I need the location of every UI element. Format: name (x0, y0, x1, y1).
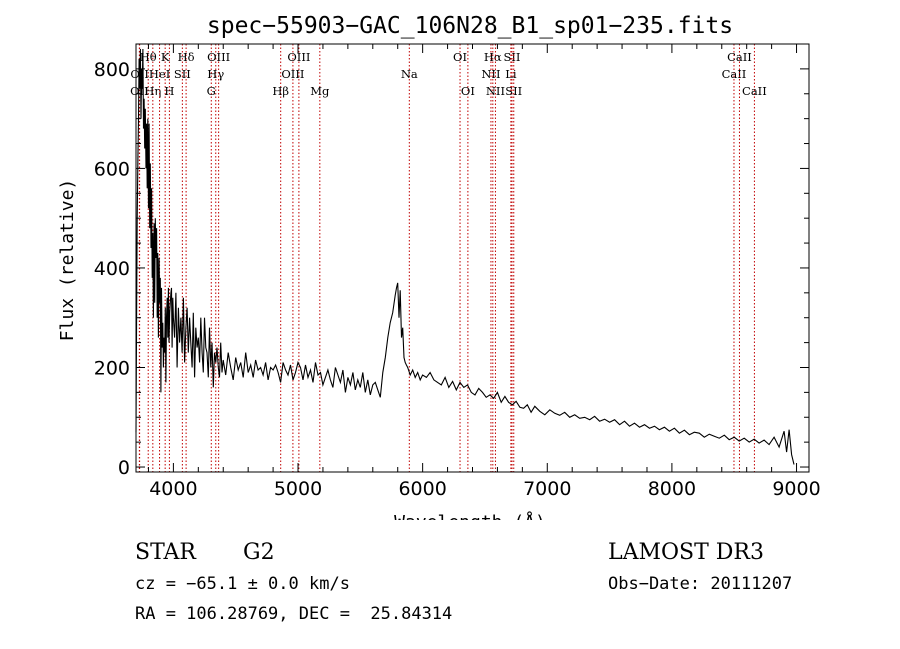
spectral-line-label: Hδ (178, 50, 195, 64)
y-tick-label: 0 (118, 457, 130, 479)
spectral-line-label: SII (174, 67, 191, 81)
spectral-line-label: CaII (722, 67, 747, 81)
spectral-line-label: CaII (727, 50, 752, 64)
spectral-line-label: K (161, 50, 170, 64)
spectral-line-label: Hη (144, 84, 161, 98)
spectral-line-label: SII (504, 50, 521, 64)
x-tick-label: 5000 (274, 478, 322, 500)
spectral-line-label: OI (453, 50, 467, 64)
spectral-line-label: Li (505, 67, 517, 81)
spectral-line-label: SII (505, 84, 522, 98)
chart-title: spec−55903−GAC_106N28_B1_sp01−235.fits (207, 13, 733, 39)
observation-date: Obs−Date: 20111207 (608, 574, 793, 594)
spectrum-chart: spec−55903−GAC_106N28_B1_sp01−235.fits W… (57, 13, 821, 520)
spectral-line-label: CaII (742, 84, 767, 98)
x-tick-label: 9000 (772, 478, 820, 500)
spectral-line-label: HeI (149, 67, 170, 81)
redshift-cz: cz = −65.1 ± 0.0 km/s (135, 574, 350, 594)
object-subclass: G2 (243, 540, 275, 565)
y-tick-label: 600 (94, 158, 130, 180)
spectral-line-label: OIII (287, 50, 310, 64)
spectral-line-label: Mg (310, 84, 330, 98)
y-tick-label: 400 (94, 258, 130, 280)
x-tick-label: 4000 (149, 478, 197, 500)
object-class: STAR (135, 540, 196, 565)
spectral-line-label: Hβ (272, 84, 289, 98)
survey-label: LAMOST DR3 (608, 540, 764, 565)
plot-frame (135, 43, 810, 473)
spectral-line-label: Na (401, 67, 418, 81)
y-tick-label: 200 (94, 357, 130, 379)
y-tick-label: 800 (94, 59, 130, 81)
spectral-line-label: OIII (281, 67, 304, 81)
spectral-line-label: NII (481, 67, 500, 81)
x-tick-label: 8000 (648, 478, 696, 500)
x-axis-label: Wavelength (Å) (394, 511, 546, 520)
coordinates: RA = 106.28769, DEC = 25.84314 (135, 604, 453, 624)
spectral-line-label: Hθ (140, 50, 157, 64)
spectral-line-label: H (164, 84, 174, 98)
spectral-line-label: NII (486, 84, 505, 98)
spectrum-series-line (135, 48, 795, 465)
spectral-line-label: Hα (484, 50, 502, 64)
spectral-line-label: OI (461, 84, 475, 98)
x-tick-label: 6000 (398, 478, 446, 500)
y-axis-label: Flux (relative) (57, 179, 78, 342)
x-tick-label: 7000 (523, 478, 571, 500)
spectral-line-label: G (207, 84, 216, 98)
spectral-line-label: OIII (207, 50, 230, 64)
spectral-line-label: Hγ (207, 67, 224, 81)
